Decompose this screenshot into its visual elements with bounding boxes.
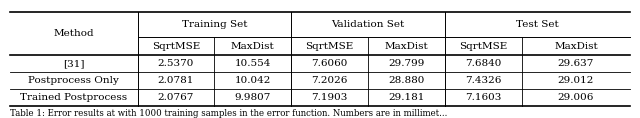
Text: 2.5370: 2.5370 xyxy=(158,59,194,68)
Text: 29.637: 29.637 xyxy=(558,59,594,68)
Text: Postprocess Only: Postprocess Only xyxy=(28,76,119,85)
Text: 10.554: 10.554 xyxy=(235,59,271,68)
Text: Training Set: Training Set xyxy=(182,20,247,29)
Text: 29.006: 29.006 xyxy=(558,93,594,102)
Text: 7.6060: 7.6060 xyxy=(312,59,348,68)
Text: 7.1903: 7.1903 xyxy=(312,93,348,102)
Text: SqrtMSE: SqrtMSE xyxy=(305,42,354,51)
Text: 29.181: 29.181 xyxy=(388,93,424,102)
Text: 7.6840: 7.6840 xyxy=(465,59,501,68)
Text: 2.0767: 2.0767 xyxy=(158,93,194,102)
Text: Validation Set: Validation Set xyxy=(332,20,404,29)
Text: 29.799: 29.799 xyxy=(388,59,424,68)
Text: Method: Method xyxy=(53,29,94,38)
Text: 2.0781: 2.0781 xyxy=(158,76,194,85)
Text: Trained Postprocess: Trained Postprocess xyxy=(20,93,127,102)
Text: MaxDist: MaxDist xyxy=(554,42,598,51)
Text: Test Set: Test Set xyxy=(516,20,559,29)
Text: 7.2026: 7.2026 xyxy=(312,76,348,85)
Text: 7.1603: 7.1603 xyxy=(465,93,501,102)
Text: 28.880: 28.880 xyxy=(388,76,424,85)
Text: SqrtMSE: SqrtMSE xyxy=(459,42,508,51)
Text: [31]: [31] xyxy=(63,59,84,68)
Text: 7.4326: 7.4326 xyxy=(465,76,501,85)
Text: Table 1: Error results at with 1000 training samples in the error function. Numb: Table 1: Error results at with 1000 trai… xyxy=(10,109,447,118)
Text: 29.012: 29.012 xyxy=(558,76,594,85)
Text: MaxDist: MaxDist xyxy=(385,42,428,51)
Text: 10.042: 10.042 xyxy=(235,76,271,85)
Text: 9.9807: 9.9807 xyxy=(235,93,271,102)
Text: SqrtMSE: SqrtMSE xyxy=(152,42,200,51)
Text: MaxDist: MaxDist xyxy=(231,42,275,51)
